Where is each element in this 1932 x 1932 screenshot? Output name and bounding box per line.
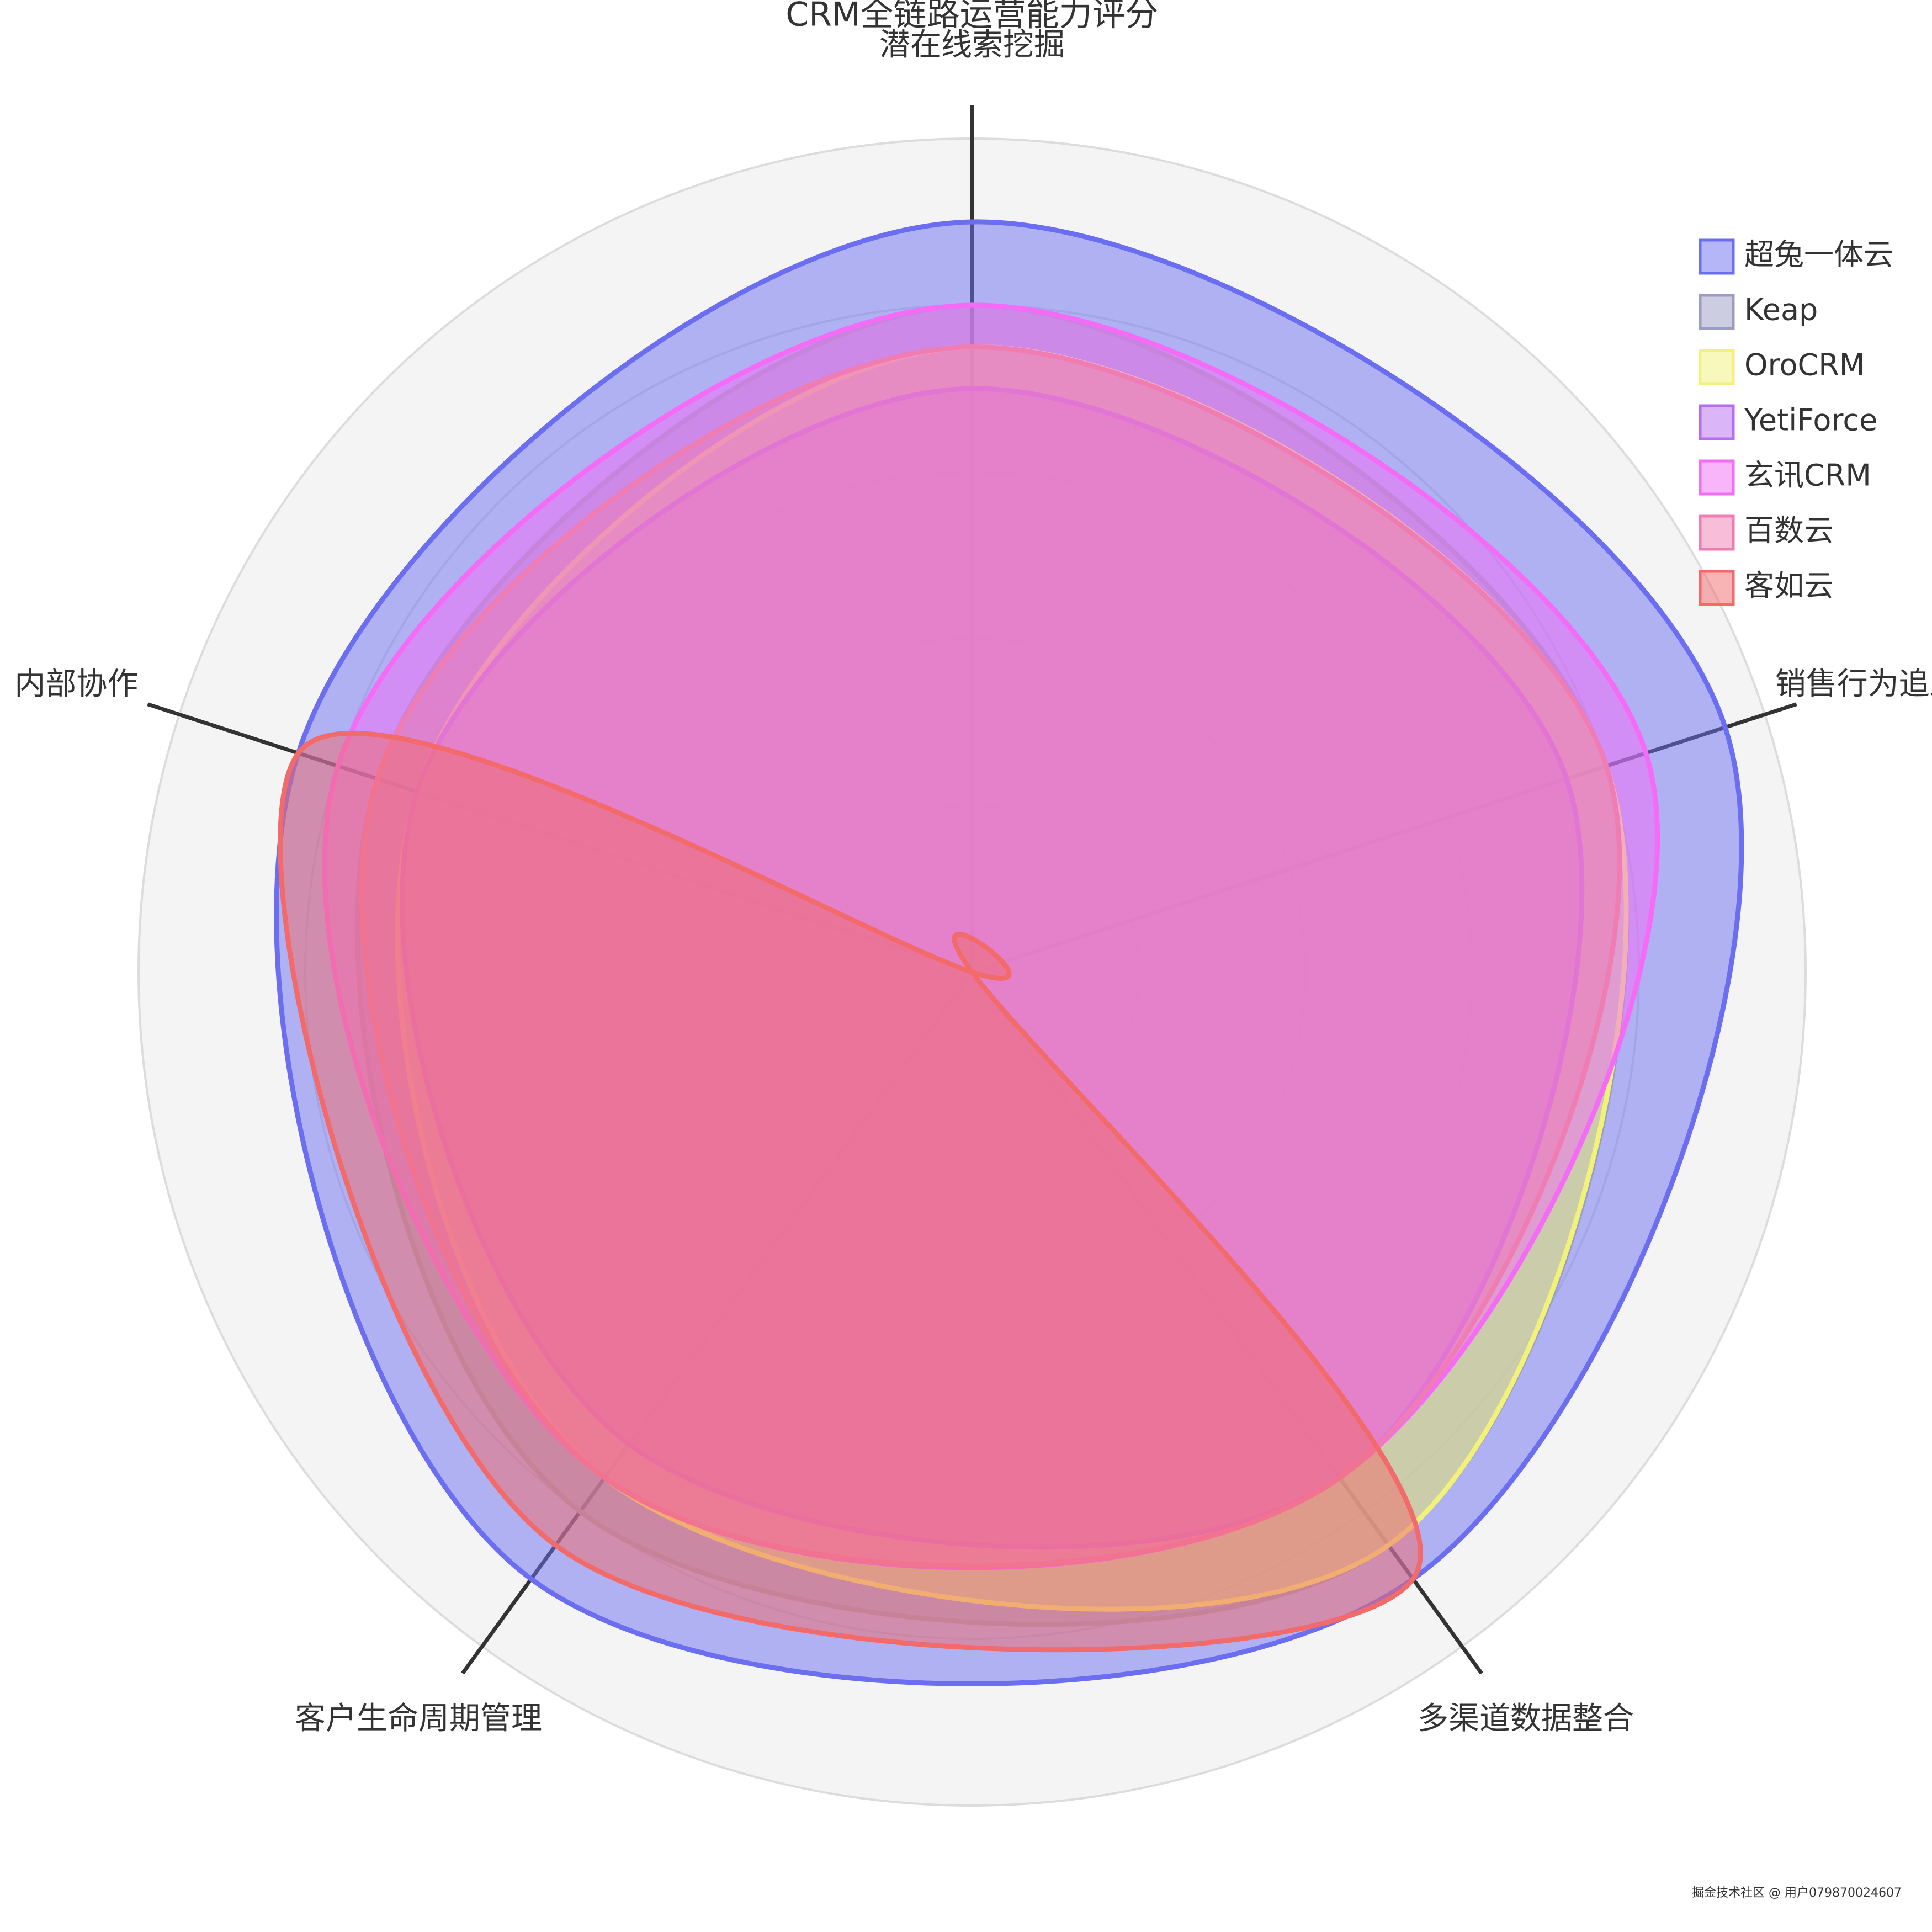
legend-label: YetiForce <box>1744 403 1877 438</box>
axis-label: 客户生命周期管理 <box>295 1701 542 1737</box>
legend-label: OroCRM <box>1744 348 1865 383</box>
legend-swatch <box>1699 514 1735 551</box>
series-area <box>278 730 1423 1653</box>
legend-swatch <box>1699 404 1735 440</box>
axis-label: 多渠道数据整合 <box>1418 1701 1634 1737</box>
axis-label: 销售行为追踪 <box>1775 666 1932 702</box>
legend-swatch <box>1699 459 1735 496</box>
legend-swatch <box>1699 349 1735 385</box>
legend-label: 客如云 <box>1744 569 1834 603</box>
legend-swatch <box>1699 238 1735 275</box>
legend-swatch <box>1699 570 1735 606</box>
legend-label: Keap <box>1744 293 1818 327</box>
axis-label: 潜在线索挖掘 <box>879 27 1065 63</box>
axis-label: 内部协作 <box>14 666 138 702</box>
legend-swatch <box>1699 294 1735 330</box>
legend-label: 超兔一体云 <box>1744 237 1893 272</box>
watermark: 掘金技术社区 @ 用户079870024607 <box>1692 1886 1902 1900</box>
chart-title: CRM全链路运营能力评分 <box>785 0 1158 34</box>
legend-label: 百数云 <box>1744 513 1834 548</box>
legend-label: 玄讯CRM <box>1744 458 1871 493</box>
